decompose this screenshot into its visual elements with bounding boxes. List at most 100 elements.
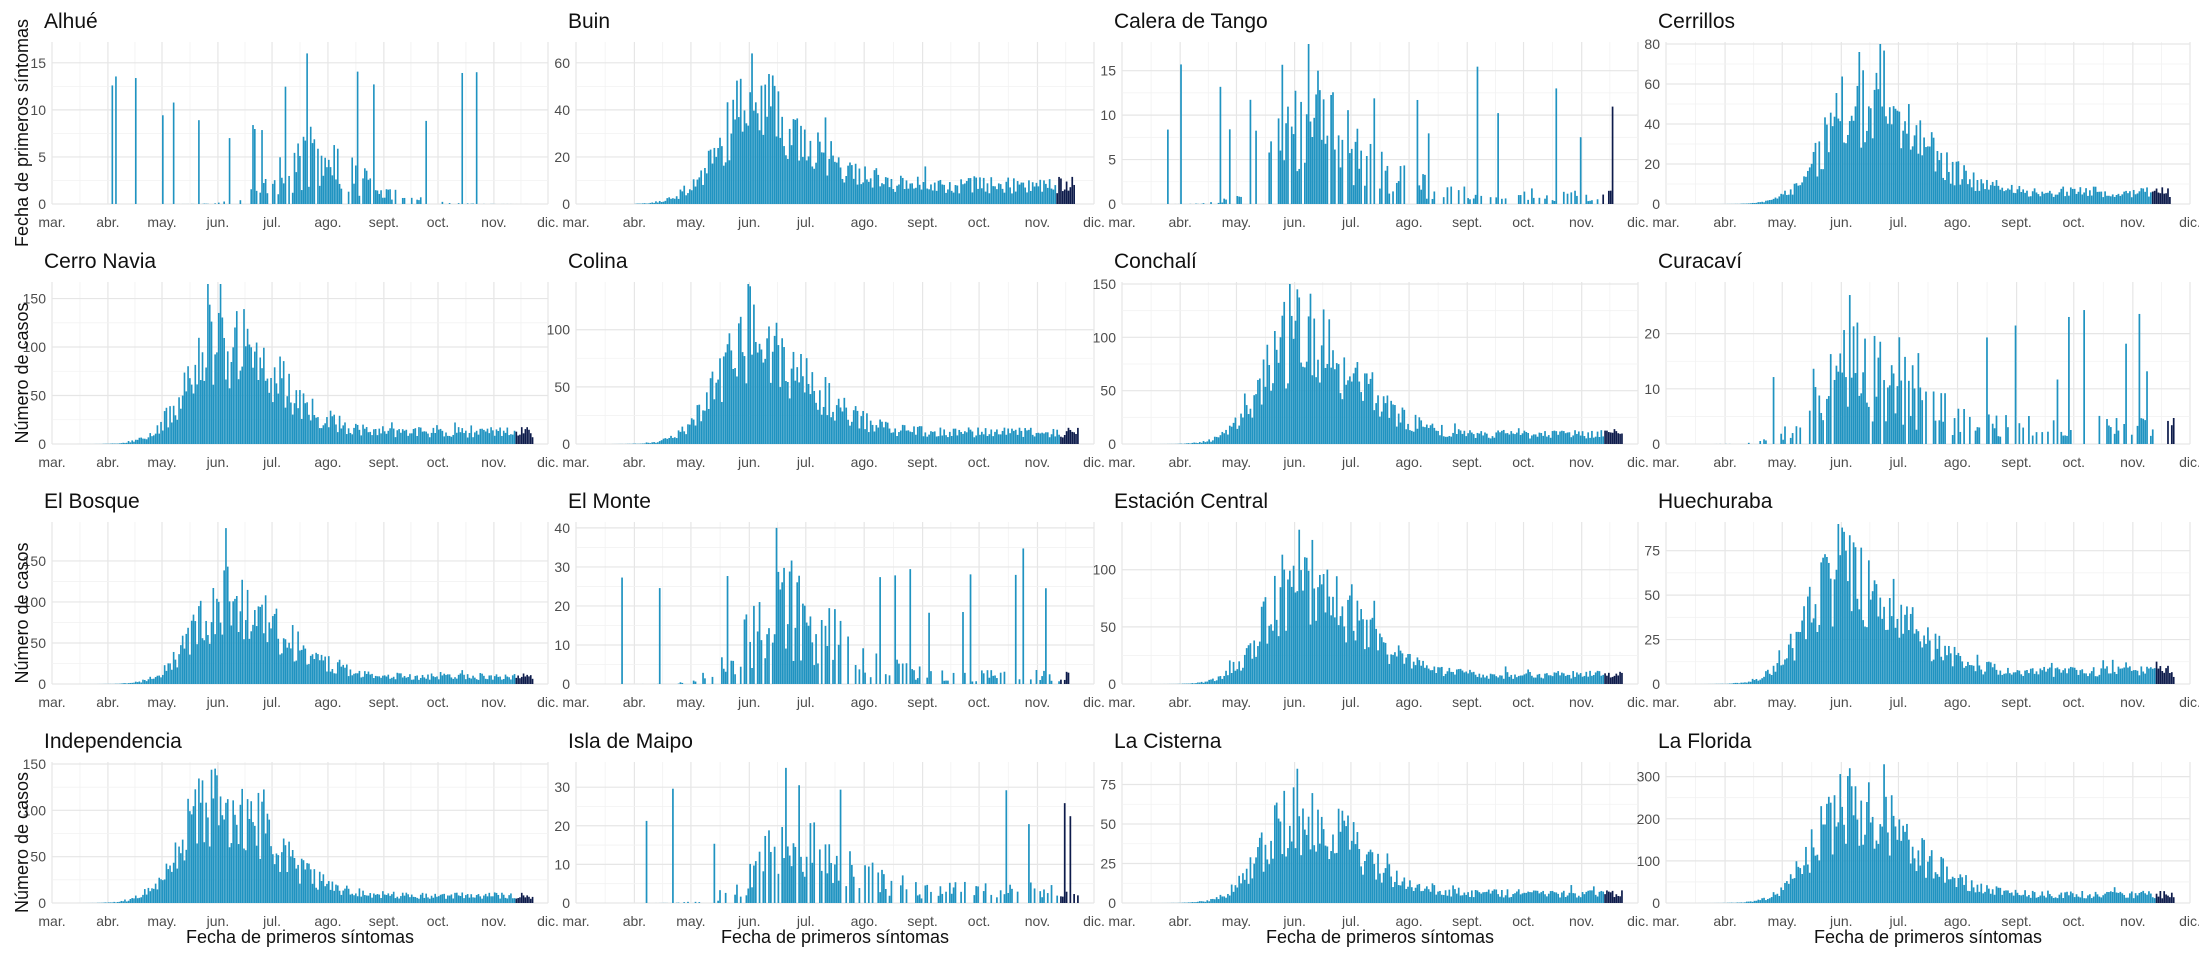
bar [1464, 672, 1466, 684]
bar [1300, 102, 1302, 204]
bar [828, 608, 830, 684]
bar [2079, 670, 2081, 684]
bar [427, 675, 429, 684]
bar [1822, 169, 1824, 204]
bar [353, 674, 355, 684]
bar [479, 673, 481, 684]
bar [122, 683, 124, 684]
bar [1740, 902, 1742, 903]
bar [659, 588, 661, 684]
bar [474, 678, 476, 684]
x-tick-label: dic. [2179, 694, 2199, 710]
bar [943, 185, 945, 204]
bar [2102, 895, 2104, 903]
bar [1362, 401, 1364, 444]
bar [1297, 769, 1299, 903]
bar [830, 863, 832, 903]
bar [465, 431, 467, 444]
bar [2009, 893, 2011, 903]
bar [1817, 176, 1819, 204]
bar [200, 803, 202, 903]
bar [1454, 675, 1456, 684]
bar [256, 191, 258, 204]
bar [176, 420, 178, 444]
bar [158, 878, 160, 903]
bar [753, 606, 755, 684]
bar [2125, 344, 2127, 444]
bar [1578, 675, 1580, 684]
bar [1355, 368, 1357, 444]
x-tick-label: mar. [1108, 214, 1135, 230]
bar [715, 157, 717, 204]
bar [646, 442, 648, 444]
bar [452, 679, 454, 684]
bar [1433, 191, 1435, 204]
bar [909, 432, 911, 444]
bar [1615, 431, 1617, 444]
bar [1400, 423, 1402, 444]
bar [1612, 433, 1614, 444]
bar [1561, 673, 1563, 684]
bar [1005, 182, 1007, 204]
bar [1580, 673, 1582, 684]
bar [1589, 671, 1591, 684]
bar [2171, 893, 2173, 903]
bar [1417, 885, 1419, 903]
bar [734, 895, 736, 903]
bar [665, 201, 667, 204]
bar [1017, 181, 1019, 204]
bar [917, 177, 919, 204]
bar [768, 830, 770, 903]
bar [1231, 673, 1233, 684]
bar [1937, 151, 1939, 204]
bar [704, 678, 706, 684]
bar [234, 328, 236, 445]
bar [355, 673, 357, 684]
bar [333, 891, 335, 903]
bar [1944, 646, 1946, 684]
bar [1799, 185, 1801, 204]
bar [155, 884, 157, 903]
bar [785, 768, 787, 903]
bar [781, 338, 783, 444]
bar [1447, 671, 1449, 684]
bar [1486, 892, 1488, 903]
bar [1912, 146, 1914, 204]
bar [1582, 677, 1584, 684]
bar [793, 352, 795, 444]
bar [1828, 563, 1830, 684]
bar [1253, 640, 1255, 684]
bar [333, 415, 335, 444]
bar [1387, 396, 1389, 445]
bar [1754, 901, 1756, 903]
bar [268, 393, 270, 444]
bar [753, 305, 755, 444]
bar [198, 778, 200, 903]
bar [680, 682, 682, 684]
bar [178, 847, 180, 903]
bar [1902, 131, 1904, 204]
bar [2131, 197, 2133, 204]
bar [1610, 191, 1612, 204]
bar [1565, 676, 1567, 684]
bar [1919, 866, 1921, 903]
bar [998, 183, 1000, 204]
bar [859, 669, 861, 684]
bar [1334, 150, 1336, 204]
bar [693, 681, 695, 684]
bar [1193, 902, 1195, 903]
bar [1975, 892, 1977, 903]
bar [1191, 902, 1193, 903]
bar [2097, 192, 2099, 204]
bar [1240, 671, 1242, 684]
bar [1544, 674, 1546, 684]
bar [160, 677, 162, 684]
bar [708, 151, 710, 204]
bar [870, 421, 872, 444]
bar [1967, 184, 1969, 204]
bar [892, 432, 894, 444]
bar [772, 75, 774, 204]
y-tick-label: 50 [1100, 816, 1116, 832]
bar [204, 842, 206, 903]
bar [532, 897, 534, 903]
